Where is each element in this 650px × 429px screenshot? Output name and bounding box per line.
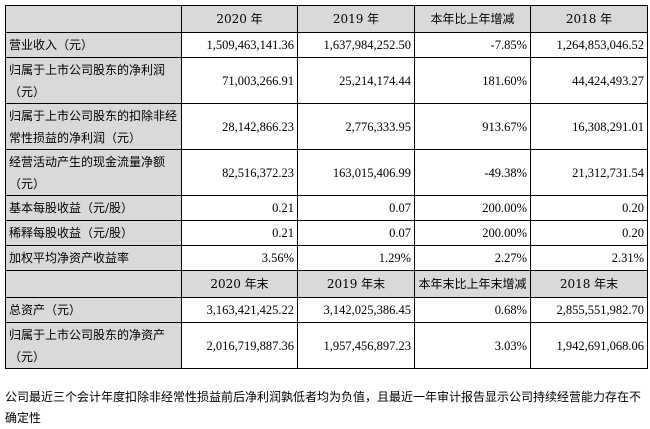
table-cell: 0.20 (530, 220, 648, 246)
table-cell: 1,264,853,046.52 (530, 32, 648, 58)
table-cell: 1,637,984,252.50 (297, 32, 415, 58)
table-cell: 71,003,266.91 (181, 57, 298, 104)
table-cell: 2.27% (414, 245, 531, 271)
header-row: 2020 年 2019 年本年比上年增减 2018 年 (5, 5, 648, 33)
table-cell: 82,516,372.23 (181, 149, 298, 196)
column-header: 2018 年 (530, 5, 648, 33)
column-header: 2019 年末 (297, 270, 415, 298)
row-label: 归属于上市公司股东的扣除非经常性损益的净利润（元） (5, 103, 182, 150)
header-row: 2020 年末 2019 年末 本年末比上年末增减 2018 年末 (5, 270, 648, 298)
column-header: 2018 年末 (530, 270, 648, 298)
table-row: 基本每股收益（元/股） 0.21 0.07 200.00% 0.20 (5, 195, 648, 221)
table-cell: 181.60% (414, 57, 531, 104)
table-cell: 2,855,551,982.70 (530, 297, 648, 323)
table-cell: 200.00% (414, 195, 531, 221)
financial-data-table: 2020 年 2019 年本年比上年增减 2018 年营业收入（元） 1,509,46… (5, 5, 648, 369)
column-header: 本年末比上年末增减 (414, 270, 531, 298)
table-cell: 1,957,456,897.23 (297, 322, 415, 369)
table-row: 归属于上市公司股东的扣除非经常性损益的净利润（元） 28,142,866.23 2,… (5, 103, 648, 150)
table-cell: 1.29% (297, 245, 415, 271)
table-row: 总资产（元） 3,163,421,425.22 3,142,025,386.45 0.… (5, 297, 648, 323)
row-label: 营业收入（元） (5, 32, 182, 58)
table-cell: 0.21 (181, 195, 298, 221)
column-header: 本年比上年增减 (414, 5, 531, 33)
table-cell: 44,424,493.27 (530, 57, 648, 104)
table-cell: 200.00% (414, 220, 531, 246)
table-cell: 16,308,291.01 (530, 103, 648, 150)
row-label: 归属于上市公司股东的净资产（元） (5, 322, 182, 369)
column-header: 2020 年 (181, 5, 298, 33)
table-cell: -7.85% (414, 32, 531, 58)
table-row: 经营活动产生的现金流量净额（元） 82,516,372.23 163,015,406… (5, 149, 648, 196)
table-cell: 21,312,731.54 (530, 149, 648, 196)
column-header: 2019 年 (297, 5, 415, 33)
table-cell: 28,142,866.23 (181, 103, 298, 150)
row-label: 稀释每股收益（元/股） (5, 220, 182, 246)
table-cell: 2.31% (530, 245, 648, 271)
table-cell: 3.03% (414, 322, 531, 369)
table-row: 加权平均净资产收益率 3.56% 1.29% 2.27% 2.31% (5, 245, 648, 271)
table-cell: 0.07 (297, 195, 415, 221)
column-header (5, 5, 182, 33)
row-label: 基本每股收益（元/股） (5, 195, 182, 221)
column-header: 2020 年末 (181, 270, 298, 298)
row-label: 经营活动产生的现金流量净额（元） (5, 149, 182, 196)
table-cell: -49.38% (414, 149, 531, 196)
table-cell: 0.68% (414, 297, 531, 323)
table-cell: 0.21 (181, 220, 298, 246)
table-cell: 1,942,691,068.06 (530, 322, 648, 369)
row-label: 归属于上市公司股东的净利润（元） (5, 57, 182, 104)
table-cell: 2,776,333.95 (297, 103, 415, 150)
footnote: 公司最近三个会计年度扣除非经常性损益前后净利润孰低者均为负值，且最近一年审计报告… (5, 390, 642, 425)
table-cell: 163,015,406.99 (297, 149, 415, 196)
table-cell: 1,509,463,141.36 (181, 32, 298, 58)
table-cell: 913.67% (414, 103, 531, 150)
table-cell: 2,016,719,887.36 (181, 322, 298, 369)
table-cell: 25,214,174.44 (297, 57, 415, 104)
table-cell: 3,142,025,386.45 (297, 297, 415, 323)
table-row: 归属于上市公司股东的净资产（元） 2,016,719,887.36 1,957,45… (5, 322, 648, 369)
column-header (5, 270, 182, 298)
table-cell: 3.56% (181, 245, 298, 271)
table-cell: 0.07 (297, 220, 415, 246)
row-label: 总资产（元） (5, 297, 182, 323)
table-row: 稀释每股收益（元/股） 0.21 0.07 200.00% 0.20 (5, 220, 648, 246)
table-row: 营业收入（元） 1,509,463,141.36 1,637,984,252.50-… (5, 32, 648, 58)
table-cell: 0.20 (530, 195, 648, 221)
table-row: 归属于上市公司股东的净利润（元） 71,003,266.91 25,214,174.… (5, 57, 648, 104)
row-label: 加权平均净资产收益率 (5, 245, 182, 271)
table-cell: 3,163,421,425.22 (181, 297, 298, 323)
